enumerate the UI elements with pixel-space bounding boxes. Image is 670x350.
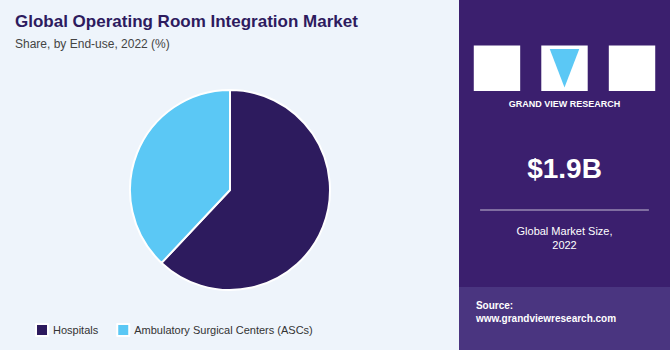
svg-text:www.grandviewresearch.com: www.grandviewresearch.com: [475, 313, 616, 324]
svg-text:Ambulatory Surgical Centers (A: Ambulatory Surgical Centers (ASCs): [134, 324, 313, 336]
svg-text:2022: 2022: [552, 239, 576, 251]
svg-text:Source:: Source:: [476, 300, 513, 311]
svg-text:$1.9B: $1.9B: [527, 153, 602, 184]
svg-text:GRAND VIEW RESEARCH: GRAND VIEW RESEARCH: [509, 99, 621, 109]
svg-text:Global Market Size,: Global Market Size,: [517, 225, 613, 237]
svg-text:Global Operating Room Integrat: Global Operating Room Integration Market: [15, 12, 358, 31]
svg-text:Share, by End-use, 2022 (%): Share, by End-use, 2022 (%): [15, 37, 170, 51]
svg-text:Hospitals: Hospitals: [53, 324, 99, 336]
